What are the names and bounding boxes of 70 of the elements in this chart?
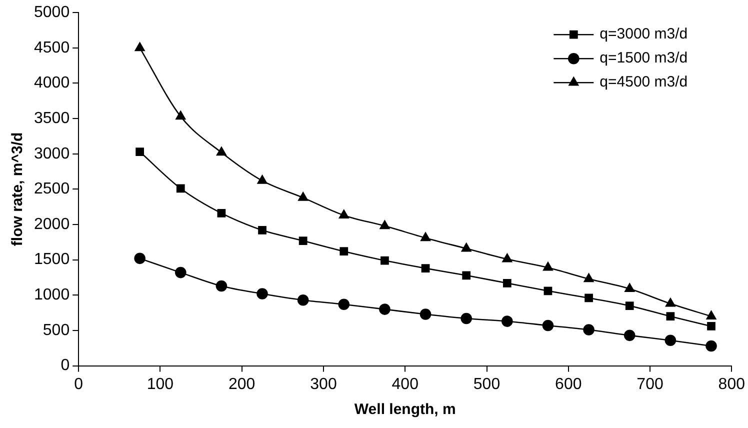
y-tick-label: 4500 bbox=[34, 39, 70, 56]
point bbox=[706, 310, 716, 320]
point bbox=[624, 283, 635, 292]
legend-label: q=1500 m3/d bbox=[600, 50, 688, 67]
point bbox=[543, 262, 553, 271]
y-tick-label: 5000 bbox=[34, 4, 70, 22]
point bbox=[583, 324, 594, 336]
point bbox=[338, 298, 350, 310]
point bbox=[460, 312, 472, 324]
x-tick-label: 300 bbox=[310, 376, 337, 393]
point bbox=[338, 210, 349, 218]
point bbox=[176, 110, 186, 120]
point bbox=[298, 192, 308, 201]
point bbox=[542, 320, 554, 332]
point bbox=[584, 294, 593, 302]
y-tick-label: 2000 bbox=[34, 216, 70, 233]
y-tick-label: 1000 bbox=[34, 286, 70, 304]
x-axis-title: Well length, m bbox=[354, 401, 456, 418]
x-tick-label: 400 bbox=[392, 376, 419, 393]
y-tick-label: 4000 bbox=[34, 74, 70, 92]
point bbox=[380, 256, 389, 265]
point bbox=[216, 146, 226, 156]
x-tick-label: 0 bbox=[74, 376, 84, 393]
y-tick-label: 0 bbox=[60, 357, 70, 374]
legend-label: q=4500 m3/d bbox=[600, 74, 688, 91]
point bbox=[297, 294, 309, 306]
x-tick-label: 600 bbox=[555, 376, 582, 393]
point bbox=[502, 253, 512, 262]
point bbox=[379, 304, 390, 315]
legend-label: q=3000 m3/d bbox=[600, 26, 688, 43]
point bbox=[258, 226, 266, 234]
point bbox=[502, 316, 513, 327]
point bbox=[502, 278, 512, 288]
x-tick-label: 100 bbox=[146, 376, 174, 393]
point bbox=[257, 175, 268, 184]
y-tick-label: 3000 bbox=[34, 145, 70, 162]
point bbox=[462, 271, 471, 280]
point bbox=[174, 266, 186, 278]
point bbox=[420, 308, 432, 320]
point bbox=[420, 232, 431, 242]
point bbox=[707, 322, 716, 330]
point bbox=[666, 312, 675, 321]
point bbox=[706, 340, 717, 352]
point bbox=[217, 209, 226, 218]
y-tick-label: 500 bbox=[42, 322, 70, 339]
point bbox=[421, 264, 430, 273]
point bbox=[136, 148, 144, 156]
point bbox=[380, 220, 390, 230]
y-axis-title: flow rate, m^3/d bbox=[9, 132, 26, 246]
point bbox=[134, 42, 145, 52]
y-tick-label: 3500 bbox=[34, 110, 70, 127]
point bbox=[625, 302, 634, 310]
point bbox=[298, 236, 308, 245]
y-tick-label: 2500 bbox=[34, 180, 70, 198]
point bbox=[256, 288, 268, 300]
point bbox=[624, 330, 636, 342]
y-tick-label: 1500 bbox=[34, 251, 70, 268]
x-tick-label: 700 bbox=[636, 376, 664, 393]
x-tick-label: 800 bbox=[718, 376, 746, 393]
point bbox=[665, 298, 676, 307]
point bbox=[461, 242, 472, 252]
point bbox=[176, 184, 185, 193]
x-tick-label: 500 bbox=[473, 376, 500, 393]
point bbox=[340, 247, 348, 256]
x-tick-label: 200 bbox=[228, 376, 256, 393]
point bbox=[134, 252, 146, 264]
point bbox=[664, 334, 676, 346]
point bbox=[584, 273, 594, 282]
point bbox=[216, 280, 228, 292]
point bbox=[544, 286, 552, 296]
